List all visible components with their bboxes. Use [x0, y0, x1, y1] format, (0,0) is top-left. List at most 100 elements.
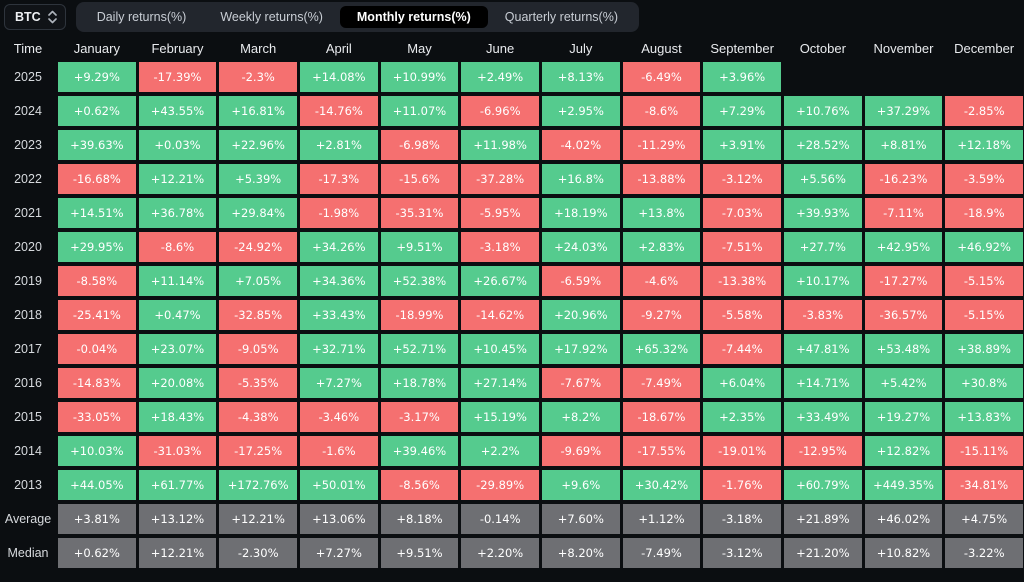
return-cell: +36.78% — [138, 198, 217, 228]
return-cell: -25.41% — [58, 300, 136, 330]
row-label: 2019 — [14, 274, 42, 288]
table-header-row: Time January February March April May June July… — [1, 34, 1023, 62]
return-cell: +9.51% — [380, 232, 459, 262]
return-cell: -2.30% — [219, 538, 297, 568]
row-label: 2020 — [14, 240, 42, 254]
return-cell: -3.83% — [783, 300, 862, 330]
return-cell: +27.7% — [783, 232, 862, 262]
return-cell: +34.36% — [299, 266, 378, 296]
return-cell: -7.67% — [541, 368, 620, 398]
return-cell: +44.05% — [58, 470, 136, 500]
return-cell: -1.76% — [703, 470, 781, 500]
column-header-january: January — [73, 40, 120, 56]
return-cell: +3.81% — [58, 504, 136, 534]
return-cell: +10.82% — [864, 538, 943, 568]
return-cell: +33.43% — [299, 300, 378, 330]
return-cell: +2.20% — [461, 538, 539, 568]
return-cell: +449.35% — [864, 470, 943, 500]
return-cell: +39.63% — [58, 130, 136, 160]
return-cell: +53.48% — [864, 334, 943, 364]
return-cell: -36.57% — [864, 300, 943, 330]
tab-daily-returns[interactable]: Daily returns(%) — [96, 10, 187, 24]
return-cell: -7.51% — [703, 232, 781, 262]
return-cell: -14.76% — [299, 96, 378, 126]
return-cell: +8.81% — [864, 130, 943, 160]
return-cell: +3.91% — [703, 130, 781, 160]
return-cell: +172.76% — [219, 470, 297, 500]
return-cell: -3.59% — [945, 164, 1023, 194]
row-label: 2021 — [14, 206, 42, 220]
table-row-2015: 2015 -33.05% +18.43% -4.38% -3.46% -3.17% +15.… — [1, 402, 1023, 432]
return-cell: +65.32% — [622, 334, 701, 364]
return-cell: -12.95% — [783, 436, 862, 466]
return-cell: +5.42% — [864, 368, 943, 398]
return-cell: +14.51% — [58, 198, 136, 228]
return-cell: +26.67% — [461, 266, 539, 296]
return-cell: +10.17% — [783, 266, 862, 296]
tab-monthly-returns[interactable]: Monthly returns(%) — [339, 6, 488, 28]
table-row-2025: 2025 +9.29% -17.39% -2.3% +14.08% +10.99% +2.4… — [1, 62, 1023, 92]
return-cell: +46.92% — [945, 232, 1023, 262]
return-cell: -29.89% — [461, 470, 539, 500]
tab-weekly-returns[interactable]: Weekly returns(%) — [220, 10, 323, 24]
symbol-select[interactable]: BTC — [4, 4, 66, 30]
return-cell: +16.8% — [541, 164, 620, 194]
return-cell: +33.49% — [783, 402, 862, 432]
return-cell: +0.03% — [138, 130, 217, 160]
return-cell: -4.02% — [541, 130, 620, 160]
return-cell: -7.11% — [864, 198, 943, 228]
return-cell: +34.26% — [299, 232, 378, 262]
row-label: 2013 — [14, 478, 42, 492]
symbol-select-value: BTC — [15, 10, 41, 24]
return-cell: +12.21% — [138, 538, 217, 568]
return-cell: -1.98% — [299, 198, 378, 228]
return-cell: -17.3% — [299, 164, 378, 194]
column-header-june: June — [486, 40, 515, 56]
return-cell: -5.15% — [945, 266, 1023, 296]
column-header-february: February — [151, 40, 204, 56]
return-cell: +50.01% — [299, 470, 378, 500]
return-cell: +2.49% — [461, 62, 539, 92]
return-cell: +7.27% — [299, 368, 378, 398]
return-cell: -3.17% — [380, 402, 459, 432]
return-cell: -13.38% — [703, 266, 781, 296]
return-cell: +42.95% — [864, 232, 943, 262]
return-cell: -3.22% — [945, 538, 1023, 568]
return-cell: -7.03% — [703, 198, 781, 228]
return-cell: +6.04% — [703, 368, 781, 398]
return-cell: +17.92% — [541, 334, 620, 364]
return-cell: -33.05% — [58, 402, 136, 432]
return-cell: -17.25% — [219, 436, 297, 466]
return-cell: -16.23% — [864, 164, 943, 194]
return-cell: +19.27% — [864, 402, 943, 432]
table-row-2023: 2023 +39.63% +0.03% +22.96% +2.81% -6.98% +11.… — [1, 130, 1023, 160]
return-cell: +18.43% — [138, 402, 217, 432]
row-label: 2014 — [14, 444, 42, 458]
empty-cell — [945, 62, 1023, 92]
return-cell: +20.08% — [138, 368, 217, 398]
return-cell: -8.56% — [380, 470, 459, 500]
return-cell: +8.13% — [541, 62, 620, 92]
empty-cell — [865, 62, 943, 92]
column-header-july: July — [569, 40, 593, 56]
table-row-median: Median +0.62% +12.21% -2.30% +7.27% +9.51% +2.… — [1, 538, 1023, 568]
return-cell: +8.2% — [541, 402, 620, 432]
tab-quarterly-returns[interactable]: Quarterly returns(%) — [504, 10, 619, 24]
return-cell: -1.6% — [299, 436, 378, 466]
return-cell: +13.12% — [138, 504, 217, 534]
column-header-december: December — [954, 40, 1015, 56]
return-cell: +28.52% — [783, 130, 862, 160]
table-row-2013: 2013 +44.05% +61.77% +172.76% +50.01% -8.56% -… — [1, 470, 1023, 500]
return-cell: +14.71% — [783, 368, 862, 398]
return-cell: -9.27% — [622, 300, 701, 330]
return-cell: +20.96% — [541, 300, 620, 330]
return-cell: -7.49% — [622, 538, 701, 568]
return-cell: +21.89% — [783, 504, 862, 534]
return-cell: +52.71% — [380, 334, 459, 364]
return-cell: +15.19% — [461, 402, 539, 432]
return-cell: -5.58% — [703, 300, 781, 330]
return-cell: +14.08% — [299, 62, 378, 92]
returns-table: Time January February March April May June July… — [0, 34, 1024, 568]
return-cell: -5.35% — [219, 368, 297, 398]
return-cell: -35.31% — [380, 198, 459, 228]
